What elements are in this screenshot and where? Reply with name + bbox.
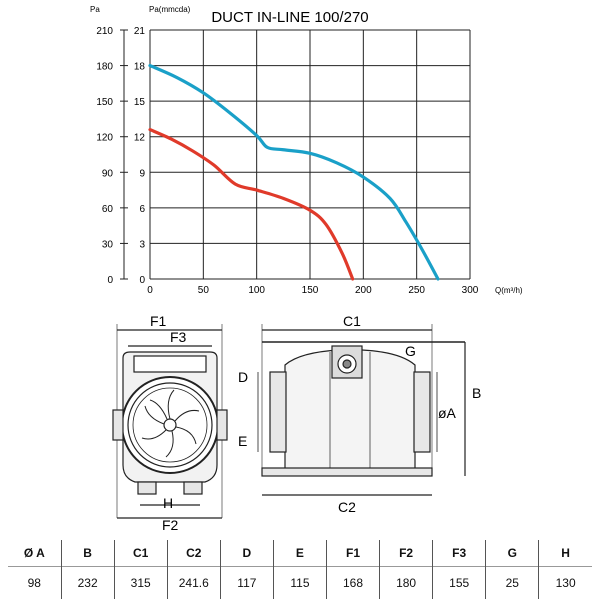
- y-tick-label-pa: 210: [96, 26, 113, 37]
- value-cell: 25: [485, 566, 540, 599]
- x-tick-label: 0: [147, 285, 153, 296]
- dimensions-table: Ø A B C1 C2 D E F1 F2 F3 G H 98 232 315 …: [8, 540, 592, 599]
- series-line-0: [148, 63, 440, 281]
- header-cell: E: [273, 540, 327, 567]
- value-cell: 180: [379, 566, 434, 599]
- label-f1: F1: [150, 313, 167, 329]
- header-cell: C1: [114, 540, 168, 567]
- y-tick-label-mmcda: 12: [134, 133, 146, 144]
- x-tick-label: 100: [248, 285, 265, 296]
- side-view-drawing: [257, 324, 466, 496]
- y-tick-label-mmcda: 9: [139, 168, 145, 179]
- dimension-drawings: F1 F3 H F2 C1 G D E B øA C2: [112, 313, 481, 533]
- y-axis-label-pa: Pa: [90, 5, 100, 14]
- y-tick-label-pa: 180: [96, 62, 113, 73]
- chart-series-layer: [148, 63, 440, 281]
- label-h: H: [163, 495, 173, 511]
- value-cell: 168: [326, 566, 381, 599]
- label-e: E: [238, 433, 247, 449]
- header-cell: C2: [167, 540, 221, 567]
- y-tick-label-pa: 150: [96, 97, 113, 108]
- label-f3: F3: [170, 329, 187, 345]
- y-tick-label-mmcda: 3: [139, 239, 145, 250]
- header-cell: H: [561, 546, 570, 560]
- y-axis-label-mmcda: Pa(mmcda): [149, 5, 191, 14]
- header-cell: G: [485, 540, 540, 567]
- front-view-drawing: [112, 324, 228, 519]
- y-tick-label-mmcda: 0: [139, 275, 145, 286]
- label-oa: øA: [438, 405, 457, 421]
- table-row: 98 232 315 241.6 117 115 168 180 155 25 …: [8, 566, 592, 599]
- value-cell: 117: [220, 566, 274, 599]
- value-cell: 98: [8, 566, 62, 599]
- y-tick-label-pa: 30: [102, 239, 114, 250]
- value-cell: 315: [114, 566, 168, 599]
- value-cell: 115: [273, 566, 327, 599]
- x-tick-label: 250: [408, 285, 425, 296]
- header-cell: F2: [379, 540, 434, 567]
- x-tick-label: 150: [302, 285, 319, 296]
- value-cell: 241.6: [167, 566, 221, 599]
- y-tick-label-pa: 60: [102, 204, 114, 215]
- label-f2: F2: [162, 517, 179, 533]
- y-tick-label-mmcda: 18: [134, 62, 146, 73]
- header-cell: D: [220, 540, 274, 567]
- x-tick-label: 200: [355, 285, 372, 296]
- y-tick-label-mmcda: 6: [139, 204, 145, 215]
- header-cell: Ø A: [8, 540, 62, 567]
- x-tick-label: 50: [198, 285, 210, 296]
- y-tick-label-pa: 90: [102, 168, 114, 179]
- series-line-1: [148, 128, 355, 281]
- x-tick-label: 300: [462, 285, 479, 296]
- label-g: G: [405, 343, 416, 359]
- chart-title: DUCT IN-LINE 100/270: [211, 9, 368, 26]
- value-cell: 232: [61, 566, 115, 599]
- y-tick-label-mmcda: 15: [134, 97, 146, 108]
- label-c2: C2: [338, 499, 356, 515]
- value-cell: 130: [538, 566, 592, 599]
- y-tick-label-pa: 0: [107, 275, 113, 286]
- label-c1: C1: [343, 313, 361, 329]
- header-cell: F1: [326, 540, 381, 567]
- header-cell: F3: [432, 540, 487, 567]
- chart-grid: [120, 29, 471, 280]
- table-header-row: Ø A B C1 C2 D E F1 F2 F3 G H: [8, 540, 592, 567]
- header-cell: B: [61, 540, 115, 567]
- x-axis-label: Q(m³/h): [495, 286, 523, 295]
- label-b: B: [472, 385, 481, 401]
- y-tick-label-mmcda: 21: [134, 26, 146, 37]
- value-cell: 155: [432, 566, 487, 599]
- label-d: D: [238, 369, 248, 385]
- y-tick-label-pa: 120: [96, 133, 113, 144]
